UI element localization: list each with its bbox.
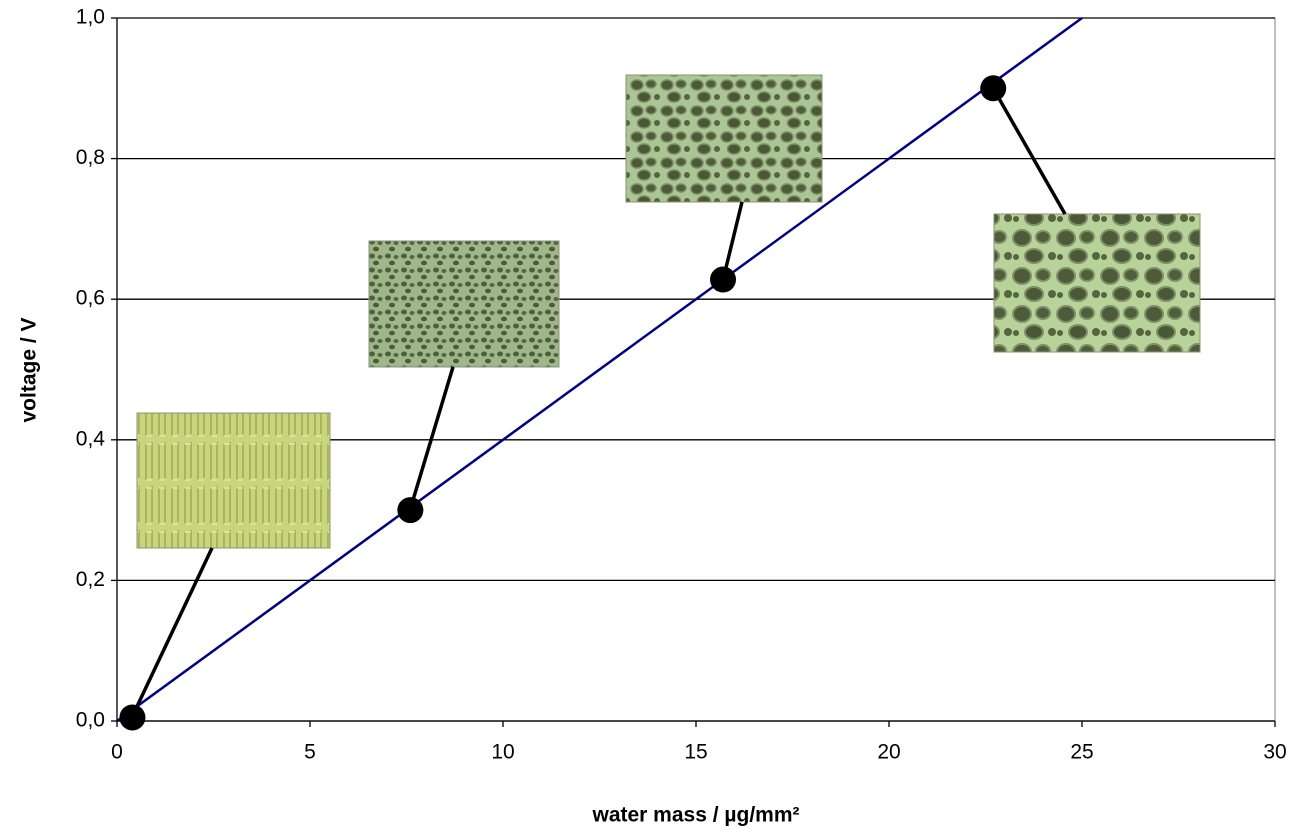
data-point	[119, 704, 146, 731]
x-tick-label: 25	[1070, 741, 1093, 764]
fit-line	[116, 16, 1083, 723]
x-tick-label: 20	[877, 741, 900, 764]
callout-line	[130, 547, 214, 718]
y-tick-label: 0,8	[76, 146, 105, 169]
y-tick-label: 0,2	[76, 568, 105, 591]
y-tick-label: 0,6	[76, 287, 105, 310]
x-tick-label: 15	[684, 741, 707, 764]
y-tick-label: 0,0	[76, 709, 105, 732]
data-point	[397, 497, 424, 524]
micrograph-inset	[368, 240, 560, 368]
micrograph-inset	[625, 74, 823, 203]
callout-line	[991, 87, 1067, 215]
x-axis-label: water mass / µg/mm²	[591, 804, 799, 827]
x-tick-label: 0	[111, 741, 123, 764]
x-tick-label: 30	[1263, 741, 1286, 764]
y-tick-label: 1,0	[76, 6, 105, 29]
x-tick-label: 10	[491, 741, 514, 764]
x-tick-label: 5	[304, 741, 316, 764]
micrograph-inset	[993, 213, 1201, 353]
micrograph-inset	[136, 412, 331, 549]
y-tick-label: 0,4	[76, 427, 106, 450]
data-point	[980, 75, 1007, 102]
callout-line	[408, 366, 455, 511]
y-axis-label: voltage / V	[18, 317, 41, 422]
data-point	[710, 266, 737, 293]
